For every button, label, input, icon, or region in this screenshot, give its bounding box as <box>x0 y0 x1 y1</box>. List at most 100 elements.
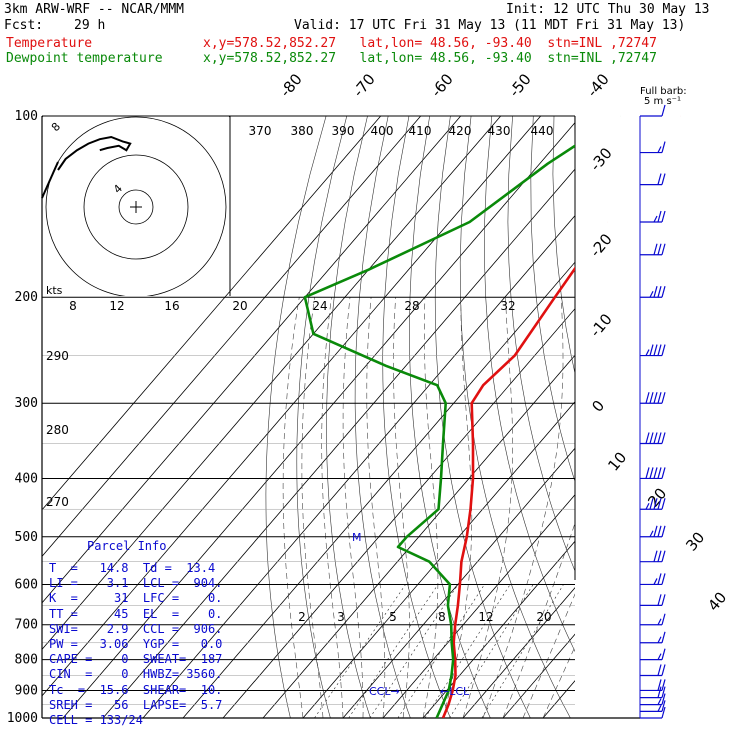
dry-adiabat <box>265 116 327 718</box>
parcel-info-row: K = 31 LFC = 0. <box>49 591 223 606</box>
moist-adiabat <box>342 297 364 718</box>
dry-adiabat <box>484 116 575 653</box>
moist-adiabat <box>442 297 473 718</box>
wind-barb <box>640 344 666 357</box>
wind-barb <box>640 679 666 692</box>
mixing-ratio-label: 2 <box>298 610 306 624</box>
theta-label: 440 <box>531 124 554 138</box>
isotherm-line <box>262 354 575 718</box>
isotherm-line <box>583 116 740 718</box>
isotherm-line <box>102 168 575 718</box>
wind-barb <box>640 286 666 298</box>
theta-label: 430 <box>488 124 511 138</box>
ccl-marker: CCL→ <box>369 685 400 698</box>
wind-barb <box>640 631 666 644</box>
hodograph-ring-label: 4 <box>111 182 125 196</box>
parcel-info-title: Parcel Info <box>87 539 167 553</box>
left-theta-label: 290 <box>46 349 69 363</box>
isotherm-label: 10 <box>604 448 630 474</box>
dewpoint-profile <box>303 144 575 718</box>
moist-adiabat <box>542 645 575 718</box>
isotherm-label: -10 <box>586 310 616 340</box>
parcel-info-row: PW = 3.06 YGP = 0.0 <box>49 637 223 651</box>
hodograph-trace <box>41 161 59 199</box>
left-theta-label: 270 <box>46 495 69 509</box>
mixing-ratio-label: 5 <box>389 610 397 624</box>
parcel-info-row: CAPE = 0 SWEAT= 187 <box>49 652 223 667</box>
dry-adiabat <box>326 116 371 718</box>
valid-time: Valid: 17 UTC Fri 31 May 13 (11 MDT Fri … <box>294 18 686 33</box>
dry-adiabat <box>530 116 575 483</box>
mixing-ratio-label: 20 <box>536 610 551 624</box>
wind-barb <box>640 594 666 606</box>
isotherm-line <box>42 116 542 697</box>
wind-barb <box>640 173 666 186</box>
theta-label: 410 <box>409 124 432 138</box>
mixing-ratio-label-upper: 28 <box>404 299 419 313</box>
mixing-ratio-line <box>449 584 534 718</box>
pressure-tick-label: 300 <box>15 396 38 411</box>
pressure-tick-label: 200 <box>15 290 38 305</box>
temperature-grid <box>41 115 640 719</box>
dry-adiabat <box>637 116 740 731</box>
dry-adiabat <box>595 116 740 731</box>
wind-barb <box>640 648 666 661</box>
wind-barb <box>640 392 666 404</box>
header: 3km ARW-WRF -- NCAR/MMM Init: 12 UTC Thu… <box>0 0 740 70</box>
isotherm-line <box>222 308 575 718</box>
pressure-tick-label: 700 <box>15 618 38 633</box>
isotherm-label: -70 <box>349 70 379 100</box>
mixing-ratio-line <box>424 584 511 718</box>
moist-adiabat <box>522 593 575 718</box>
mixing-ratio-label-upper: 16 <box>164 299 179 313</box>
dry-adiabat <box>354 116 411 718</box>
dry-adiabat <box>658 116 740 731</box>
isotherm-label: -50 <box>505 70 535 100</box>
isotherm-line <box>302 401 575 718</box>
init-time: Init: 12 UTC Thu 30 May 13 <box>506 2 710 17</box>
lcl-marker: ←LCL <box>440 685 470 698</box>
isotherm-label: 20 <box>644 484 670 510</box>
wind-barb <box>640 550 666 563</box>
isotherm-line <box>382 494 575 718</box>
moist-adiabat <box>393 297 410 718</box>
parcel-info-row: CELL = 133/24 <box>49 713 143 727</box>
wind-barb <box>640 432 666 445</box>
mixing-ratio-label-upper: 24 <box>312 299 327 313</box>
wind-barb <box>640 525 666 538</box>
pressure-tick-label: 600 <box>15 577 38 592</box>
isotherm-label: -30 <box>586 144 616 174</box>
parcel-info-row: T = 14.8 Td = 13.4 <box>49 561 216 575</box>
isotherm-line <box>42 116 382 511</box>
barb-scale-unit: 5 m s⁻¹ <box>644 96 681 107</box>
hodograph-ring <box>45 116 227 296</box>
legend-temperature: Temperature <box>6 36 93 51</box>
pressure-tick-label: 900 <box>15 683 38 698</box>
pressure-tick-label: 100 <box>15 109 38 124</box>
legend-dewpoint: Dewpoint temperature <box>6 51 163 66</box>
model-title: 3km ARW-WRF -- NCAR/MMM <box>4 2 185 17</box>
wind-barb <box>640 613 666 626</box>
left-theta-label: 280 <box>46 423 69 437</box>
hodograph-ring-label: 8 <box>49 120 63 134</box>
moist-adiabat <box>462 297 513 718</box>
mixing-ratio-label: 8 <box>438 610 446 624</box>
isotherm-line <box>422 540 575 718</box>
mixing-ratio-label-upper: 20 <box>232 299 247 313</box>
wind-barb <box>640 706 666 719</box>
mixing-ratio-label-upper: 12 <box>109 299 124 313</box>
wind-barb-column <box>639 104 666 719</box>
mixing-ratio-label-upper: 8 <box>69 299 77 313</box>
theta-label: 380 <box>291 124 314 138</box>
isotherm-label: -20 <box>586 230 616 260</box>
moist-adiabat <box>282 297 304 718</box>
wind-barb <box>640 686 666 699</box>
isotherm-line <box>342 447 575 718</box>
isotherm-line <box>142 215 575 718</box>
hodograph-trace <box>57 135 132 171</box>
parcel-info-box: Parcel Info T = 14.8 Td = 13.4 LI = 3.1 L… <box>43 537 240 727</box>
isotherm-label: 40 <box>704 588 730 614</box>
theta-label: 370 <box>249 124 272 138</box>
isotherm-line <box>42 116 502 651</box>
wind-barb <box>640 104 666 117</box>
